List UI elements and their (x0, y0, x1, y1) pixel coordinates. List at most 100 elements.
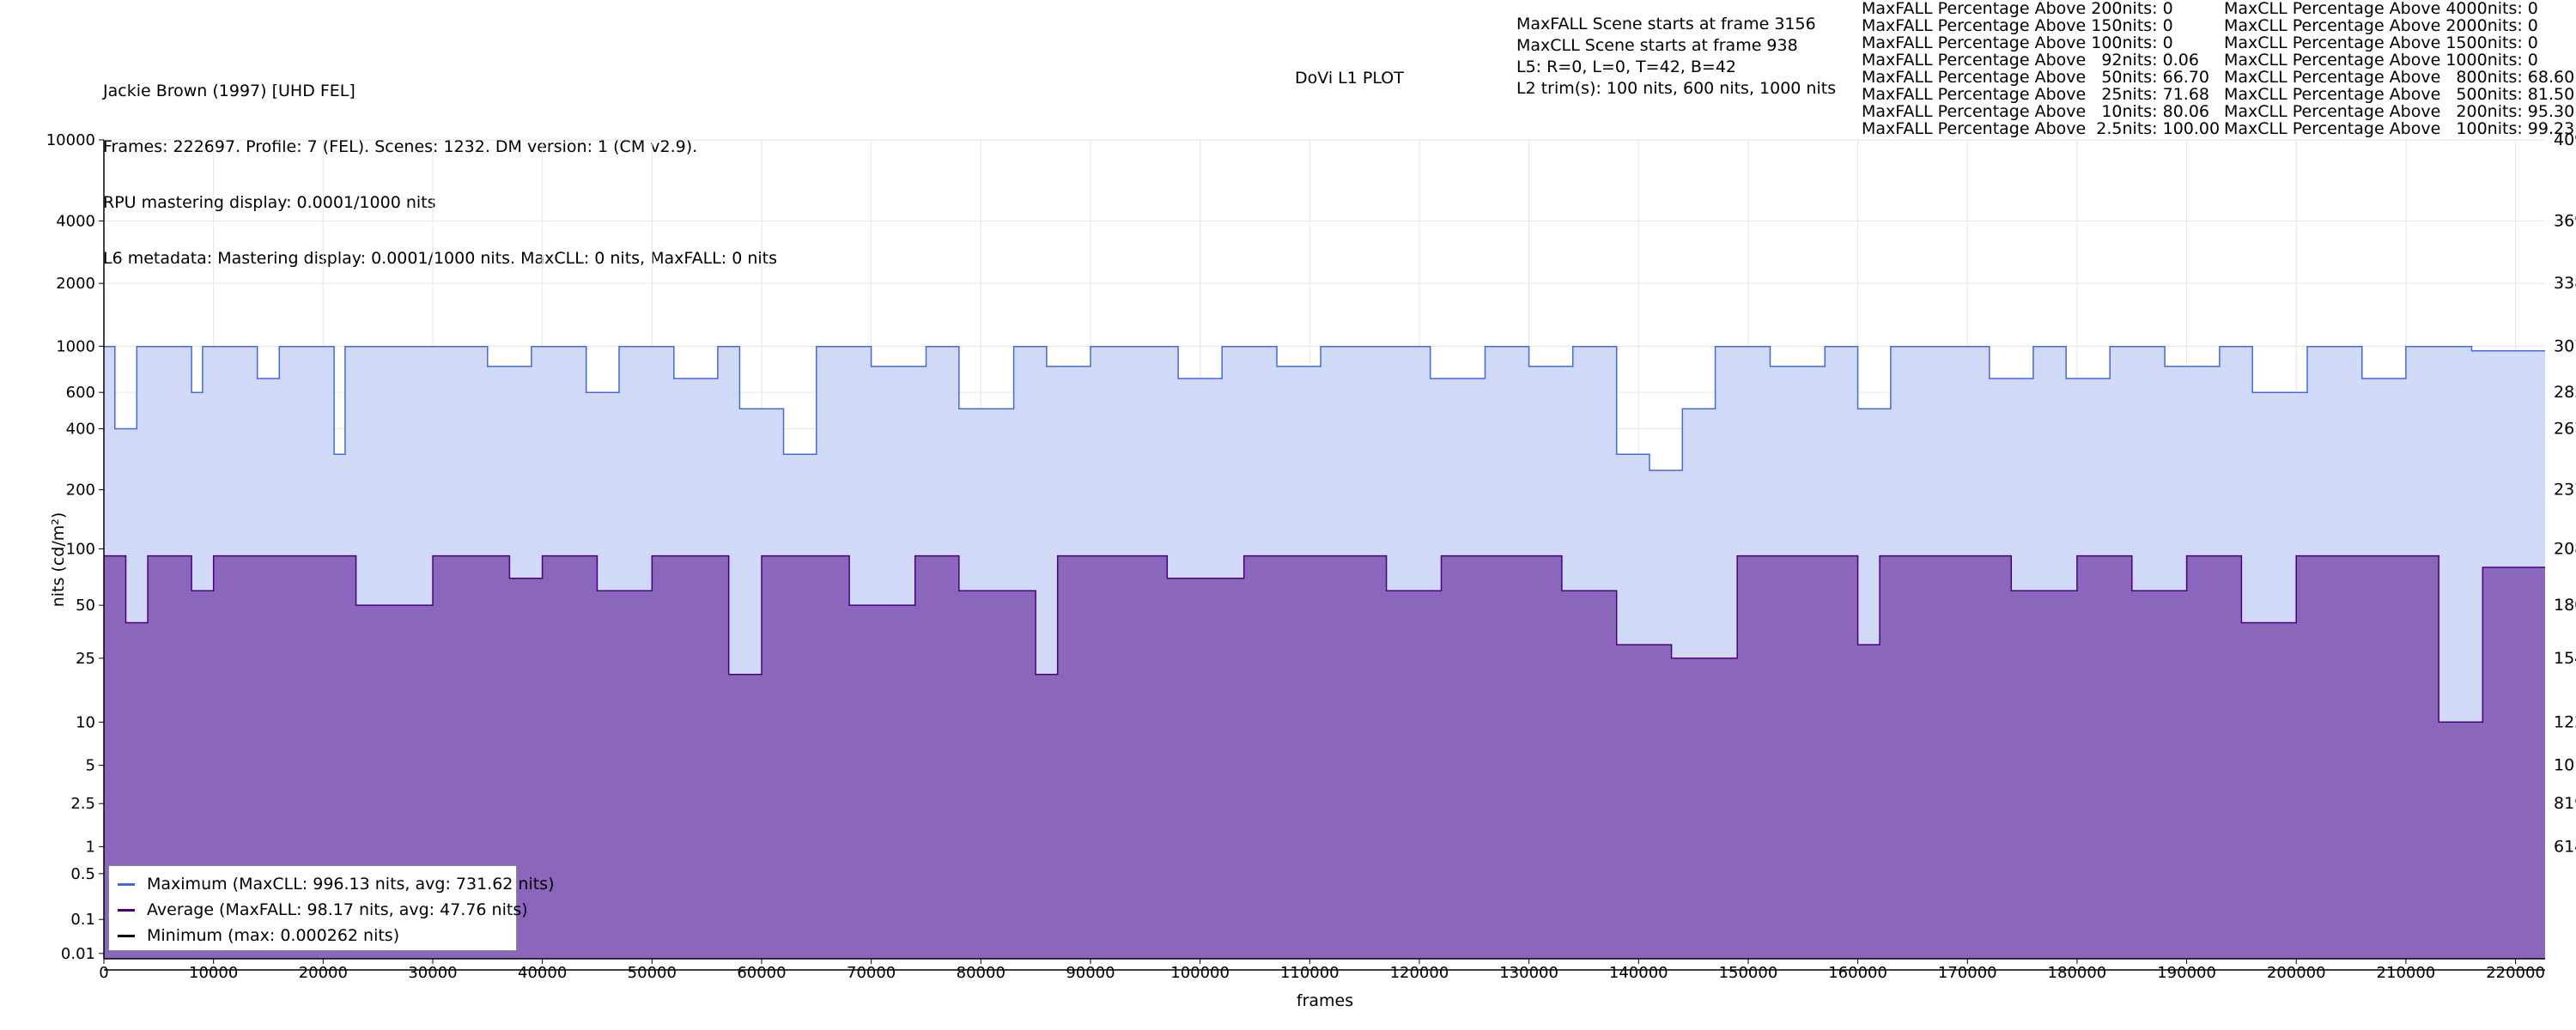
header-frames: Frames: 222697. Profile: 7 (FEL). Scenes… (103, 137, 698, 156)
right-axis-label: 819 (2554, 794, 2576, 813)
x-tick-label: 170000 (1938, 964, 1997, 982)
x-tick-label: 20000 (299, 964, 348, 982)
maxcll-stat: MaxCLL Percentage Above 2000nits: 0 (2224, 16, 2538, 35)
series-line-maximum (104, 346, 2545, 471)
header-l6: L6 metadata: Mastering display: 0.0001/1… (103, 249, 778, 268)
maxcll-stat: MaxCLL Percentage Above 200nits: 95.30 (2224, 102, 2575, 121)
legend-swatch-minimum (118, 934, 135, 937)
right-axis-label: 1015 (2554, 756, 2576, 775)
scene-info: MaxFALL Scene starts at frame 3156 MaxCL… (1516, 14, 1836, 100)
maxcll-stat: MaxCLL Percentage Above 1500nits: 0 (2224, 33, 2538, 52)
right-axis-label: 3388 (2554, 274, 2576, 293)
maxcll-stat: MaxCLL Percentage Above 800nits: 68.60 (2224, 68, 2575, 87)
y-tick-label: 2000 (56, 275, 95, 293)
legend-item-maximum: Maximum (MaxCLL: 996.13 nits, avg: 731.6… (118, 873, 555, 895)
y-tick-label: 10 (76, 713, 95, 731)
x-tick-label: 130000 (1499, 964, 1558, 982)
maxfall-stat: MaxFALL Percentage Above 25nits: 71.68 (1862, 85, 2210, 104)
y-tick-label: 200 (66, 482, 95, 500)
y-tick-label: 4000 (56, 212, 95, 230)
maxcll-stat: MaxCLL Percentage Above 500nits: 81.50 (2224, 85, 2575, 104)
right-axis-label: 3696 (2554, 211, 2576, 230)
y-tick-label: 25 (76, 650, 95, 668)
axes: 0 10000 20000 30000 40000 50000 60000 70000 8000… (46, 130, 2576, 982)
x-tick-label: 200000 (2267, 964, 2326, 982)
legend-label-maximum: Maximum (MaxCLL: 996.13 nits, avg: 731.6… (147, 875, 555, 894)
x-tick-label: 210000 (2377, 964, 2436, 982)
x-tick-label: 40000 (518, 964, 567, 982)
x-tick-label: 70000 (847, 964, 896, 982)
y-tick-label: 0.01 (61, 945, 95, 963)
legend-item-minimum: Minimum (max: 0.000262 nits) (118, 924, 399, 947)
x-tick-label: 30000 (408, 964, 457, 982)
maxfall-stat: MaxFALL Percentage Above 2.5nits: 100.00 (1862, 119, 2221, 138)
maxfall-stat: MaxFALL Percentage Above 150nits: 0 (1862, 16, 2173, 35)
plot-title: DoVi L1 PLOT (1295, 69, 1404, 88)
x-tick-label: 150000 (1719, 964, 1778, 982)
y-tick-label: 100 (66, 540, 95, 558)
maxcll-stats: MaxCLL Percentage Above 4000nits: 0 MaxC… (2224, 0, 2574, 137)
y-tick-label: 1 (86, 838, 95, 856)
y-tick-label: 50 (76, 597, 95, 615)
right-axis-label: 614 (2554, 837, 2576, 856)
x-tick-label: 110000 (1280, 964, 1340, 982)
x-tick-label: 100000 (1170, 964, 1230, 982)
y-tick-label: 0.5 (70, 865, 95, 883)
y-tick-label: 400 (66, 421, 95, 439)
right-axis-label: 1229 (2554, 712, 2576, 731)
info-l2-trims: L2 trim(s): 100 nits, 600 nits, 1000 nit… (1516, 79, 1837, 98)
x-tick-label: 190000 (2157, 964, 2216, 982)
series-area-average (104, 555, 2545, 959)
y-tick-label: 0.1 (70, 911, 95, 929)
y-tick-label: 2.5 (70, 795, 95, 813)
y-tick-label: 600 (66, 384, 95, 402)
x-tick-label: 60000 (737, 964, 786, 982)
y-tick-label: 1000 (56, 337, 95, 355)
right-axis-label: 1542 (2554, 649, 2576, 668)
legend: Maximum (MaxCLL: 996.13 nits, avg: 731.6… (108, 865, 555, 951)
right-axis-label: 4095 (2554, 130, 2576, 149)
x-tick-label: 140000 (1609, 964, 1668, 982)
header-rpu: RPU mastering display: 0.0001/1000 nits (103, 193, 436, 212)
info-maxfall-scene: MaxFALL Scene starts at frame 3156 (1516, 15, 1816, 33)
x-tick-label: 10000 (189, 964, 238, 982)
maxfall-stat: MaxFALL Percentage Above 92nits: 0.06 (1862, 51, 2199, 70)
x-axis-label: frames (1297, 991, 1353, 1010)
legend-label-average: Average (MaxFALL: 98.17 nits, avg: 47.76… (147, 900, 528, 919)
right-axis-label: 3079 (2554, 336, 2576, 355)
y-axis-label: nits (cd/m²) (49, 512, 68, 608)
header-title: Jackie Brown (1997) [UHD FEL] (103, 82, 355, 100)
y-tick-label: 5 (86, 757, 95, 775)
maxcll-stat: MaxCLL Percentage Above 1000nits: 0 (2224, 51, 2538, 70)
x-tick-label: 120000 (1390, 964, 1449, 982)
info-l5: L5: R=0, L=0, T=42, B=42 (1516, 58, 1736, 76)
x-tick-label: 180000 (2048, 964, 2107, 982)
y-tick-label: 10000 (46, 131, 95, 149)
info-maxcll-scene: MaxCLL Scene starts at frame 938 (1516, 36, 1798, 55)
legend-label-minimum: Minimum (max: 0.000262 nits) (147, 926, 400, 945)
right-axis-label: 2851 (2554, 383, 2576, 402)
legend-swatch-maximum (118, 882, 135, 886)
maxcll-stat: MaxCLL Percentage Above 100nits: 99.23 (2224, 119, 2575, 138)
series-areas (104, 346, 2545, 971)
x-tick-label: 80000 (957, 964, 1005, 982)
maxfall-stats: MaxFALL Percentage Above 200nits: 0 MaxF… (1862, 0, 2220, 137)
maxfall-stat: MaxFALL Percentage Above 50nits: 66.70 (1862, 68, 2210, 87)
maxfall-stat: MaxFALL Percentage Above 100nits: 0 (1862, 33, 2173, 52)
x-tick-label: 50000 (628, 964, 677, 982)
right-axis-label: 2672 (2554, 420, 2576, 439)
right-axis-label: 2081 (2554, 539, 2576, 558)
x-tick-label: 0 (99, 964, 108, 982)
x-tick-label: 220000 (2486, 964, 2545, 982)
maxcll-stat: MaxCLL Percentage Above 4000nits: 0 (2224, 0, 2538, 18)
maxfall-stat: MaxFALL Percentage Above 10nits: 80.06 (1862, 102, 2210, 121)
legend-swatch-average (118, 908, 135, 912)
series-line-average (104, 554, 2545, 724)
x-tick-label: 160000 (1828, 964, 1887, 982)
legend-item-average: Average (MaxFALL: 98.17 nits, avg: 47.76… (118, 899, 528, 921)
right-axis-label: 1803 (2554, 596, 2576, 615)
x-tick-label: 90000 (1066, 964, 1115, 982)
header-info: Jackie Brown (1997) [UHD FEL] Frames: 22… (103, 46, 777, 287)
right-axis-label: 2372 (2554, 481, 2576, 500)
